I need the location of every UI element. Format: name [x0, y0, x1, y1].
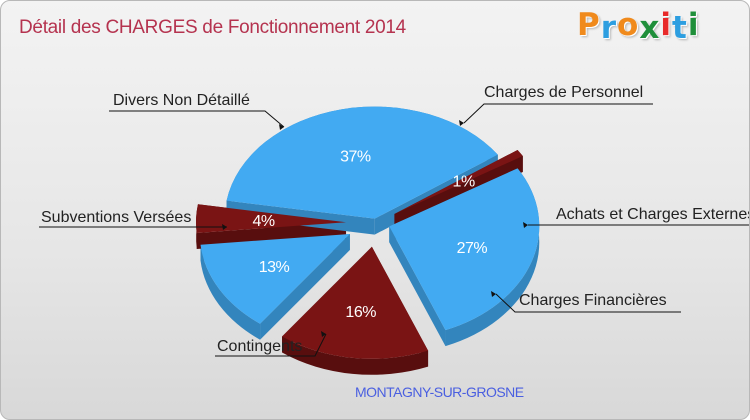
pie-slice — [282, 246, 429, 359]
leader-arrow — [459, 120, 464, 126]
pie-slice-wall — [389, 226, 446, 347]
slice-percent-label: 37% — [340, 148, 371, 165]
leader-arrow — [222, 224, 227, 230]
slice-category-label: Subventions Versées — [41, 209, 191, 226]
slice-category-label: Achats et Charges Externes — [556, 206, 749, 223]
logo-letter: o — [617, 7, 640, 43]
leader-line — [495, 293, 681, 313]
slice-percent-label: 1% — [453, 173, 475, 190]
logo-letter: t — [671, 10, 688, 46]
pie-slices — [196, 106, 540, 375]
pie-slice-side — [282, 336, 429, 375]
leader-line — [463, 103, 653, 124]
pie-slice — [200, 234, 350, 324]
chart-subtitle: MONTAGNY-SUR-GROSNE — [355, 384, 524, 400]
chart-title: Détail des CHARGES de Fonctionnement 201… — [19, 17, 406, 38]
slice-category-label: Divers Non Détaillé — [113, 92, 250, 109]
pie-slice-wall — [260, 234, 350, 340]
leader-arrow — [523, 222, 528, 228]
slice-percent-label: 27% — [457, 240, 488, 257]
slice-labels: 16% 13% 4% 37% 1% 27% Charges de Personnel Acha… — [41, 84, 749, 355]
leader-arrow — [491, 291, 496, 297]
pie-slice-side — [200, 244, 261, 340]
logo-letter: P — [577, 7, 601, 43]
leader-line — [215, 333, 327, 357]
pie-slice — [394, 149, 523, 215]
logo-letter: x — [639, 10, 661, 46]
logo-letter: r — [600, 10, 618, 46]
leader-lines — [39, 103, 749, 357]
leader-arrow — [321, 331, 326, 337]
pie-slice — [196, 204, 347, 233]
slice-percent-label: 4% — [252, 213, 274, 230]
pie-slice — [389, 168, 540, 331]
slice-category-label: Charges de Personnel — [484, 84, 643, 101]
leader-arrow — [279, 124, 284, 130]
slice-percent-label: 16% — [345, 304, 376, 321]
slice-percent-label: 13% — [259, 259, 290, 276]
pie-slice — [226, 106, 498, 219]
pie-slice-side — [445, 168, 540, 347]
slice-category-label: Charges Financières — [519, 292, 667, 309]
logo-letter: i — [687, 7, 700, 43]
leader-line — [109, 110, 285, 128]
proxiti-logo: Proxiti — [577, 7, 700, 46]
logo-letter: i — [660, 7, 672, 43]
slice-category-label: Contingents — [217, 338, 302, 355]
